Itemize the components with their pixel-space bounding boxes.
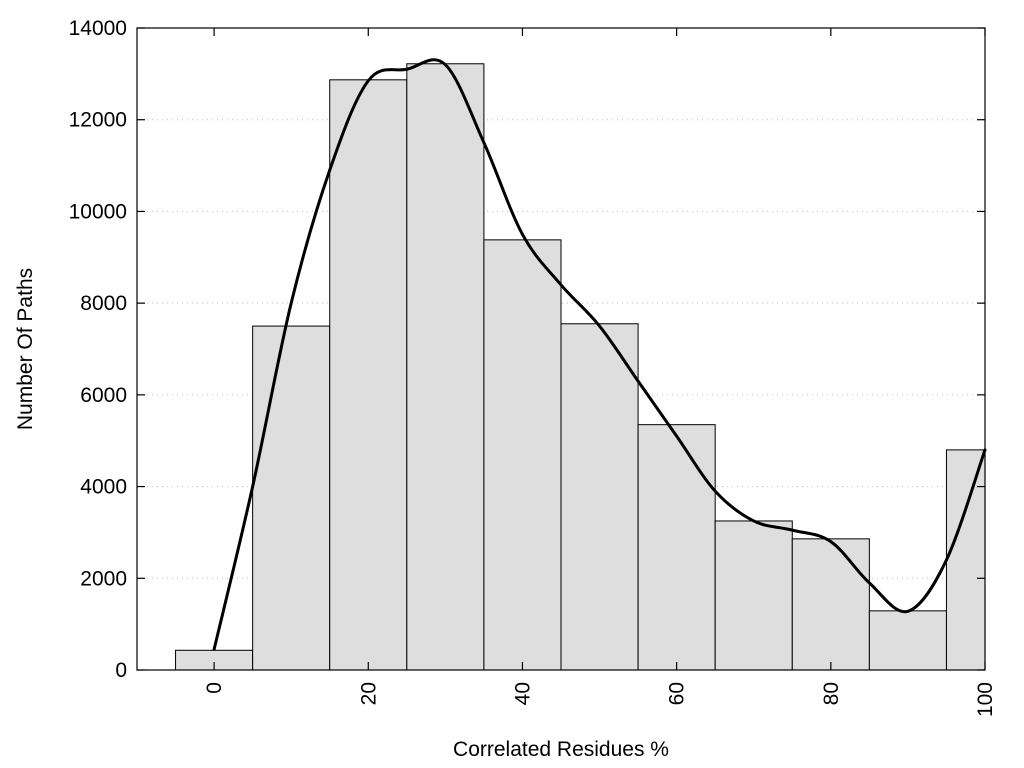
histogram-bar [714, 520, 793, 671]
histogram-bar [406, 63, 485, 671]
y-tick-label: 0 [115, 659, 127, 682]
y-tick-label: 12000 [69, 109, 127, 132]
histogram-bar [252, 325, 331, 671]
histogram-bar [560, 323, 639, 671]
histogram-bar [329, 79, 408, 671]
x-tick-label: 20 [357, 682, 380, 705]
x-tick-label: 60 [666, 682, 689, 705]
y-axis-label: Number Of Paths [14, 268, 37, 430]
x-axis-label: Correlated Residues % [453, 738, 669, 761]
x-tick-label: 0 [203, 682, 226, 694]
x-axis: 0 20 40 60 80 100 [203, 28, 997, 717]
density-curve [212, 58, 987, 651]
y-tick-label: 4000 [80, 476, 127, 499]
x-tick-label: 40 [511, 682, 534, 705]
y-tick-label: 8000 [80, 292, 127, 315]
y-tick-label: 10000 [69, 200, 127, 223]
x-tick-label: 100 [974, 682, 997, 717]
y-tick-label: 2000 [80, 567, 127, 590]
y-tick-label: 14000 [69, 17, 127, 40]
histogram-bar [868, 610, 947, 671]
y-axis: 0 2000 4000 6000 8000 10000 12000 14000 [69, 17, 985, 682]
histogram-bars [175, 63, 986, 671]
histogram-bar [945, 449, 986, 671]
histogram-bar [791, 538, 870, 671]
histogram-bar [483, 239, 562, 671]
x-tick-label: 80 [820, 682, 843, 705]
histogram-bar [637, 424, 716, 671]
y-tick-label: 6000 [80, 384, 127, 407]
plot-frame [136, 27, 986, 671]
